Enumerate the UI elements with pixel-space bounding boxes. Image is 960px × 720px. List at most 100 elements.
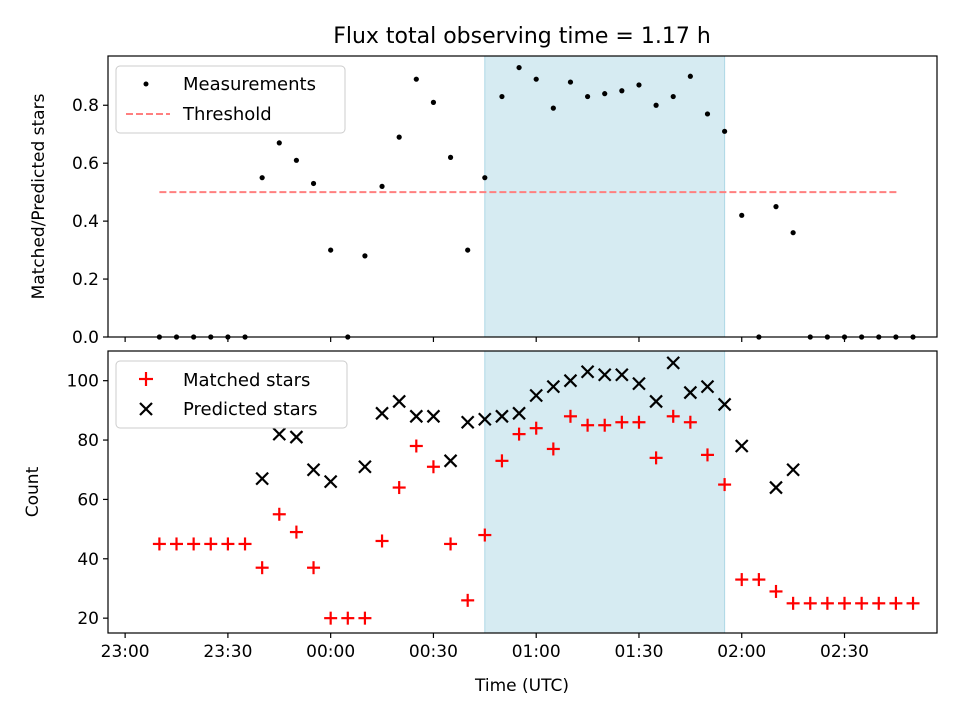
bottom-y-axis: 20 40 60 80 100	[67, 372, 108, 629]
measurement-point	[773, 204, 779, 210]
x-axis-label: Time (UTC)	[474, 676, 569, 696]
y-tick-label: 0.8	[72, 96, 99, 116]
measurement-point	[362, 253, 368, 259]
predicted-star-point	[734, 439, 749, 453]
measurement-point	[379, 183, 385, 189]
matched-star-point	[478, 528, 492, 542]
y-tick-label: 0.2	[72, 270, 99, 290]
measurement-point	[276, 140, 282, 146]
measurement-point	[259, 175, 265, 181]
measurement-point	[550, 105, 556, 111]
matched-star-point	[700, 448, 714, 462]
matched-star-point	[444, 537, 458, 551]
predicted-star-point	[615, 367, 629, 382]
predicted-star-point	[375, 406, 389, 421]
predicted-star-point	[700, 379, 715, 394]
matched-star-point	[666, 409, 680, 423]
matched-star-point	[255, 561, 269, 575]
measurement-point	[328, 247, 334, 253]
y-tick-label: 0.4	[72, 212, 99, 232]
matched-star-point	[375, 534, 389, 548]
matched-star-point	[495, 454, 509, 468]
matched-star-point	[392, 481, 406, 495]
matched-star-point	[341, 611, 355, 625]
matched-star-point	[221, 537, 235, 551]
matched-star-point	[529, 421, 543, 435]
predicted-stars-legend-label: Predicted stars	[183, 399, 317, 420]
predicted-star-point	[323, 474, 338, 489]
y-tick-label: 20	[77, 609, 99, 629]
matched-star-point	[718, 478, 732, 492]
measurement-point	[722, 128, 728, 134]
top-plot-frame	[107, 55, 938, 338]
measurement-point	[533, 76, 539, 82]
top-y-label: Matched/Predicted stars	[29, 93, 49, 299]
measurements-legend-marker	[143, 81, 149, 87]
x-tick-label: 00:30	[409, 642, 458, 662]
measurement-point	[396, 134, 402, 140]
matched-star-point	[324, 611, 338, 625]
measurement-point	[687, 73, 693, 79]
matched-stars-legend-marker	[139, 372, 153, 386]
matched-star-point	[307, 561, 321, 575]
predicted-star-point	[769, 480, 783, 495]
measurement-point	[567, 79, 574, 85]
matched-star-point	[803, 596, 817, 610]
predicted-star-point	[495, 409, 509, 424]
measurement-point	[499, 93, 505, 100]
predicted-stars-series	[255, 356, 800, 495]
matched-star-point	[170, 537, 184, 551]
predicted-star-point	[358, 459, 372, 474]
predicted-star-point	[786, 462, 800, 477]
matched-star-point	[409, 439, 423, 453]
matched-star-point	[358, 611, 372, 625]
measurement-point	[465, 247, 471, 253]
y-tick-label: 40	[77, 550, 99, 570]
predicted-star-point	[717, 397, 732, 412]
y-tick-label: 60	[77, 490, 99, 510]
predicted-star-point	[289, 430, 304, 444]
matched-stars-legend-label: Matched stars	[183, 370, 310, 391]
matched-star-point	[872, 596, 886, 610]
predicted-star-point	[392, 394, 406, 409]
measurement-point	[584, 93, 591, 100]
top-legend: Measurements Threshold	[115, 65, 346, 134]
matched-star-point	[152, 537, 166, 551]
measurement-point	[739, 212, 745, 218]
bottom-legend: Matched stars Predicted stars	[115, 360, 348, 429]
matched-star-point	[855, 596, 869, 610]
matched-star-point	[238, 537, 252, 551]
top-y-axis: 0.0 0.2 0.4 0.6 0.8	[72, 96, 108, 348]
measurements-series	[156, 64, 916, 340]
measurement-point	[636, 82, 642, 88]
matched-star-point	[581, 418, 595, 432]
bottom-x-axis: 23:00 23:30 00:00 00:30 01:00 01:30 02:00 02:30	[101, 633, 869, 662]
y-tick-label: 100	[67, 372, 99, 392]
measurement-point	[413, 76, 419, 82]
matched-star-point	[187, 537, 201, 551]
bottom-y-label: Count	[23, 466, 43, 517]
matched-star-point	[272, 507, 286, 521]
matched-star-point	[735, 573, 749, 587]
matched-star-point	[769, 584, 783, 598]
top-panel: 0.00.20.40.60.8 Matched/Predicted stars …	[29, 55, 938, 348]
matched-star-point	[546, 442, 560, 456]
matched-star-point	[889, 596, 903, 610]
y-tick-label: 0.0	[72, 328, 99, 348]
x-tick-label: 02:30	[820, 642, 869, 662]
matched-star-point	[289, 525, 303, 539]
measurement-point	[516, 64, 522, 71]
matched-star-point	[649, 451, 663, 465]
predicted-star-point	[512, 406, 526, 421]
matched-star-point	[683, 415, 697, 429]
matched-star-point	[632, 415, 646, 429]
predicted-star-point	[632, 376, 646, 391]
matched-star-point	[615, 415, 629, 429]
predicted-star-point	[460, 415, 475, 430]
predicted-star-point	[580, 365, 595, 379]
top-shade	[484, 55, 726, 338]
measurement-point	[670, 93, 676, 100]
matched-star-point	[838, 596, 852, 610]
measurement-point	[430, 99, 437, 105]
measurement-point	[653, 102, 659, 108]
